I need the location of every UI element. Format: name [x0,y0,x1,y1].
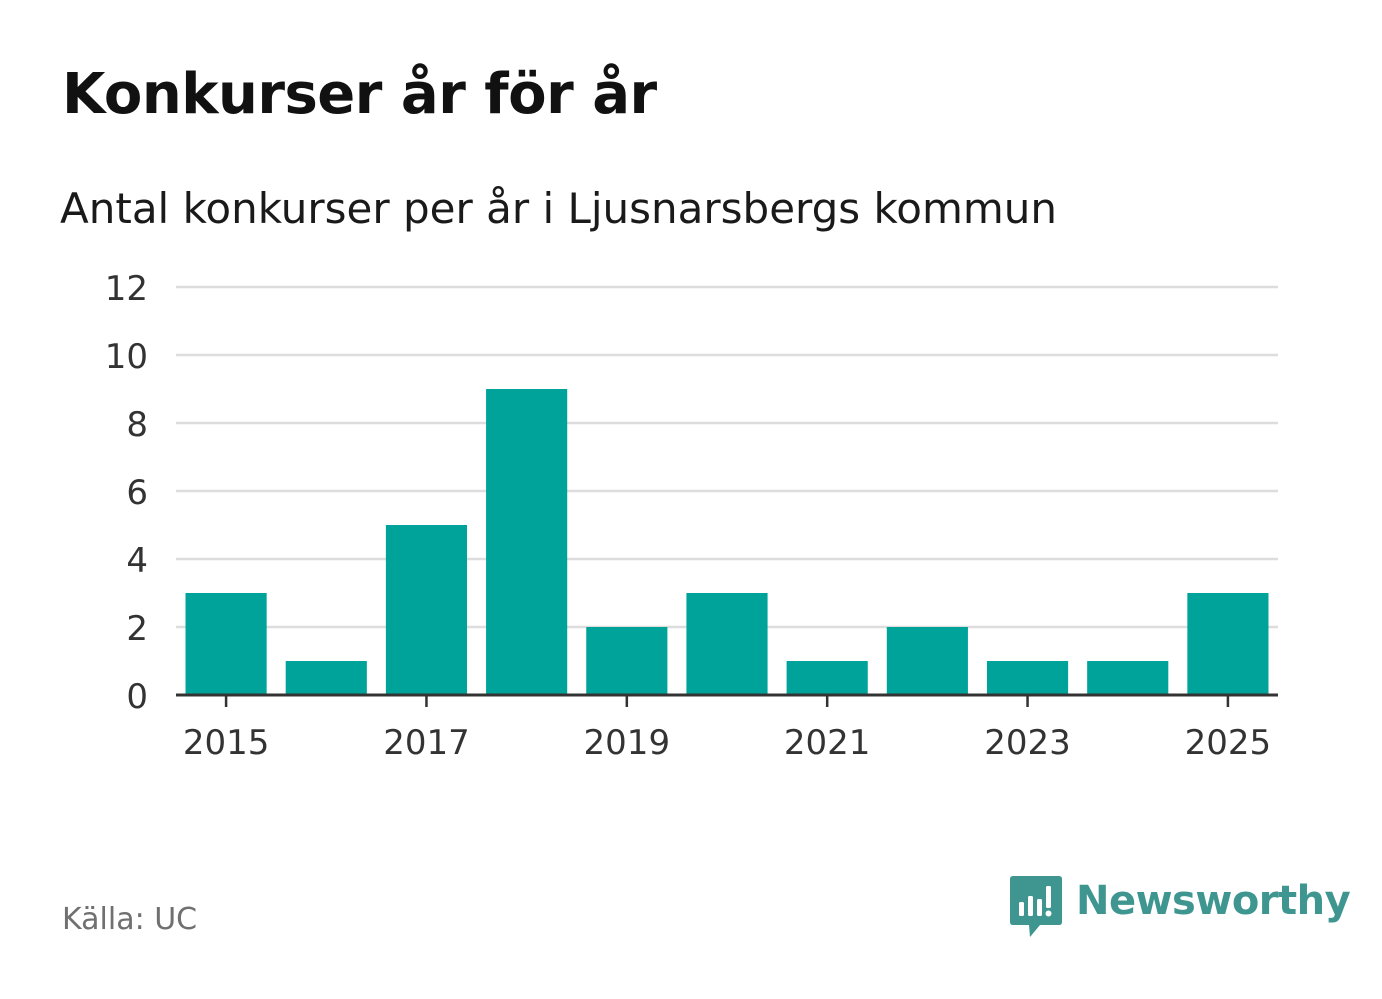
y-tick-label: 0 [126,677,148,717]
y-tick-label: 2 [126,609,148,649]
bar-2019 [586,627,668,695]
bars [185,389,1269,695]
x-tick-label: 2021 [784,723,871,763]
y-tick-label: 4 [126,541,148,581]
brand-name: Newsworthy [1076,878,1351,924]
bar-2024 [1087,661,1169,695]
bar-2018 [486,389,568,695]
chart-subtitle: Antal konkurser per år i Ljusnarsbergs k… [60,184,1058,233]
bar-2023 [986,661,1069,695]
newsworthy-logo-icon [1010,876,1062,937]
x-tick-label: 2015 [183,723,270,763]
bar-2015 [185,593,267,695]
chart-title: Konkurser år för år [62,62,657,127]
x-axis-ticks: 2015 2017 2019 2021 2023 2025 [183,695,1271,763]
x-tick-label: 2023 [984,723,1071,763]
bar-2017 [385,525,468,695]
y-tick-label: 8 [126,405,148,445]
source-label: Källa: UC [62,902,198,937]
bar-2016 [285,661,367,695]
x-tick-label: 2017 [383,723,470,763]
x-tick-label: 2019 [584,723,671,763]
y-axis-ticks: 0 2 4 6 8 10 12 [105,269,148,717]
x-tick-label: 2025 [1185,723,1272,763]
bar-2021 [786,661,868,695]
grid-lines [176,285,1278,629]
bar-2025 [1187,593,1269,695]
bar-2020 [686,593,768,695]
y-tick-label: 6 [126,473,148,513]
y-tick-label: 12 [105,269,148,309]
brand-logo: Newsworthy [1010,876,1351,942]
bar-2022 [886,627,968,695]
y-tick-label: 10 [105,337,148,377]
